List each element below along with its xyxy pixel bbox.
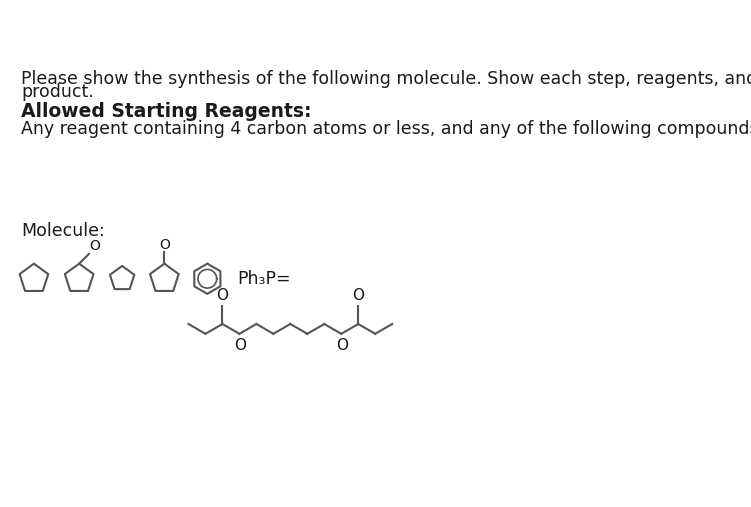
- Text: O: O: [234, 338, 246, 352]
- Text: product.: product.: [21, 83, 94, 101]
- Text: Molecule:: Molecule:: [21, 222, 105, 240]
- Text: Ph₃P=: Ph₃P=: [237, 270, 291, 288]
- Text: O: O: [159, 238, 170, 251]
- Text: O: O: [89, 239, 101, 253]
- Text: Please show the synthesis of the following molecule. Show each step, reagents, a: Please show the synthesis of the followi…: [21, 70, 751, 88]
- Text: O: O: [216, 288, 228, 303]
- Text: Any reagent containing 4 carbon atoms or less, and any of the following compound: Any reagent containing 4 carbon atoms or…: [21, 121, 751, 138]
- Text: Allowed Starting Reagents:: Allowed Starting Reagents:: [21, 101, 312, 121]
- Text: O: O: [352, 288, 364, 303]
- Text: O: O: [336, 338, 348, 352]
